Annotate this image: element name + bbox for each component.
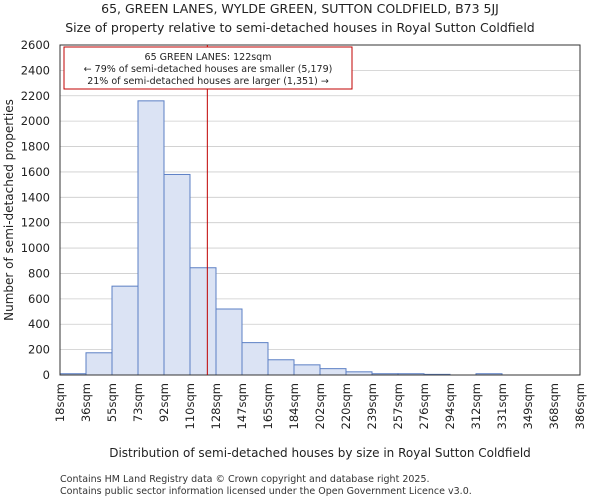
y-tick-label: 1600 (21, 165, 50, 179)
y-tick-label: 2000 (21, 114, 50, 128)
plot-frame (59, 44, 581, 376)
footer-line-2: Contains public sector information licen… (60, 486, 472, 497)
x-tick-label: 220sqm (339, 383, 353, 429)
x-tick-label: 36sqm (79, 383, 93, 422)
bar-184sqm (293, 364, 321, 376)
bar-147sqm (241, 342, 269, 376)
y-tick-label: 2200 (21, 89, 50, 103)
y-tick-label: 2400 (21, 63, 50, 77)
x-tick-label: 92sqm (157, 383, 171, 422)
y-tick-label: 1000 (21, 241, 50, 255)
x-tick-label: 331sqm (495, 383, 509, 429)
x-tick-label: 147sqm (235, 383, 249, 429)
y-tick-labels: 0 200 400 600 800 1000 1200 1400 1600 1800 2000 220… (21, 38, 50, 382)
x-tick-label: 165sqm (261, 383, 275, 429)
bar-73sqm (137, 100, 165, 376)
annotation-box: 65 GREEN LANES: 122sqm ← 79% of semi-det… (63, 46, 353, 90)
x-tick-label: 128sqm (209, 383, 223, 429)
y-tick-label: 2600 (21, 38, 50, 52)
x-tick-label: 349sqm (521, 383, 535, 429)
y-tick-label: 200 (28, 343, 50, 357)
x-tick-label: 368sqm (547, 383, 561, 429)
chart-title: 65, GREEN LANES, WYLDE GREEN, SUTTON COL… (101, 1, 499, 16)
bar-55sqm (111, 285, 139, 376)
x-tick-label: 239sqm (365, 383, 379, 429)
y-tick-label: 1800 (21, 140, 50, 154)
y-tick-label: 1200 (21, 216, 50, 230)
x-tick-label: 312sqm (469, 383, 483, 429)
bar-36sqm (85, 352, 113, 376)
x-axis-label: Distribution of semi-detached houses by … (109, 446, 531, 460)
y-tick-label: 600 (28, 292, 50, 306)
y-axis-label: Number of semi-detached properties (2, 99, 16, 321)
x-tick-label: 294sqm (443, 383, 457, 429)
x-tick-label: 73sqm (131, 383, 145, 422)
bar-128sqm (215, 308, 243, 376)
bars (59, 100, 503, 376)
annotation-line-1: 65 GREEN LANES: 122sqm (145, 52, 272, 63)
x-tick-label: 257sqm (391, 383, 405, 429)
bar-165sqm (267, 359, 295, 376)
y-tick-label: 800 (28, 266, 50, 280)
annotation-line-3: 21% of semi-detached houses are larger (… (87, 76, 329, 87)
annotation-line-2: ← 79% of semi-detached houses are smalle… (84, 64, 333, 75)
x-tick-label: 276sqm (417, 383, 431, 429)
x-tick-label: 386sqm (573, 383, 587, 429)
x-tick-label: 18sqm (53, 383, 67, 422)
x-tick-label: 184sqm (287, 383, 301, 429)
footer-line-1: Contains HM Land Registry data © Crown c… (60, 474, 430, 485)
y-tick-label: 400 (28, 317, 50, 331)
x-tick-label: 55sqm (105, 383, 119, 422)
x-tick-labels: 18sqm 36sqm 55sqm 73sqm 92sqm 110sqm 128sqm 147… (53, 383, 587, 429)
chart-subtitle: Size of property relative to semi-detach… (65, 20, 535, 35)
y-tick-label: 0 (43, 368, 50, 382)
bar-202sqm (319, 368, 347, 376)
bar-92sqm (163, 173, 191, 376)
x-tick-label: 110sqm (183, 383, 197, 429)
y-tick-label: 1400 (21, 190, 50, 204)
bar-110sqm (189, 267, 217, 376)
x-tick-label: 202sqm (313, 383, 327, 429)
